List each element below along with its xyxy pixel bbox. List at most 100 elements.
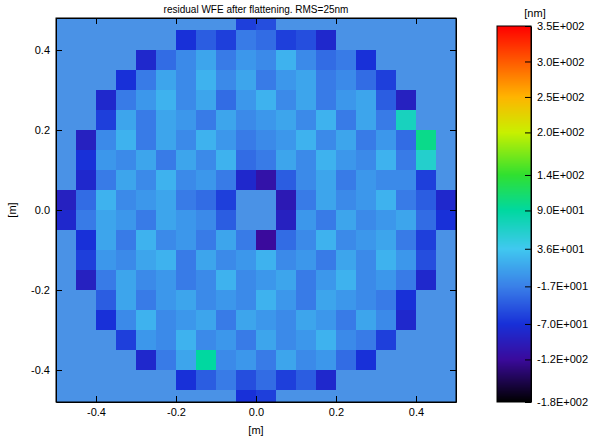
heatmap-cell	[96, 230, 116, 250]
colorbar-swatch	[497, 397, 531, 398]
heatmap-cell	[176, 250, 196, 270]
tick: 3.0E+002	[525, 55, 584, 67]
colorbar-swatch	[497, 227, 531, 228]
heatmap-cell	[216, 330, 236, 350]
colorbar-swatch	[497, 151, 531, 152]
colorbar-swatch	[497, 125, 531, 126]
colorbar-swatch	[497, 300, 531, 301]
heatmap-cell	[196, 30, 216, 50]
heatmap-cell	[296, 310, 316, 330]
colorbar-swatch	[497, 330, 531, 331]
heatmap-cell	[296, 210, 316, 230]
colorbar-swatch	[497, 287, 531, 288]
colorbar-swatch	[497, 159, 531, 160]
colorbar-swatch	[497, 71, 531, 72]
tick-label: 0.4	[409, 406, 424, 418]
colorbar-swatch	[497, 306, 531, 307]
colorbar-swatch	[497, 274, 531, 275]
colorbar-swatch	[497, 128, 531, 129]
colorbar-swatch	[497, 53, 531, 54]
heatmap-cell	[316, 370, 336, 390]
colorbar-swatch	[497, 297, 531, 298]
heatmap-cell	[316, 310, 336, 330]
colorbar-swatch	[497, 123, 531, 124]
colorbar-swatch	[497, 96, 531, 97]
heatmap-cell	[156, 330, 176, 350]
heatmap-cell	[116, 270, 136, 290]
colorbar-swatch	[497, 321, 531, 322]
heatmap-cell	[136, 70, 156, 90]
colorbar-axis: -1.8E+002-1.2E+002-7.0E+001-1.7E+0013.6E…	[525, 20, 588, 408]
heatmap-cell	[156, 170, 176, 190]
colorbar-swatch	[497, 39, 531, 40]
colorbar-swatch	[497, 132, 531, 133]
colorbar-swatch	[497, 272, 531, 273]
heatmap-cell	[256, 130, 276, 150]
heatmap-cell	[176, 230, 196, 250]
colorbar-swatch	[497, 244, 531, 245]
colorbar-swatch	[497, 243, 531, 244]
colorbar-swatch	[497, 384, 531, 385]
colorbar-swatch	[497, 138, 531, 139]
colorbar-swatch	[497, 40, 531, 41]
colorbar-swatch	[497, 361, 531, 362]
tick	[256, 18, 257, 24]
tick-mark	[56, 210, 62, 211]
colorbar-swatch	[497, 143, 531, 144]
heatmap-cell	[356, 150, 376, 170]
tick-label: -1.8E+002	[537, 396, 588, 408]
colorbar-swatch	[497, 160, 531, 161]
heatmap-cell	[136, 170, 156, 190]
heatmap-cell	[216, 230, 236, 250]
colorbar-swatch	[497, 233, 531, 234]
colorbar-swatch	[497, 400, 531, 401]
colorbar-swatch	[497, 208, 531, 209]
tick-label: 0.4	[35, 44, 50, 56]
colorbar-swatch	[497, 398, 531, 399]
heatmap-cell	[76, 150, 96, 170]
colorbar-swatch	[497, 296, 531, 297]
colorbar-swatch	[497, 307, 531, 308]
colorbar-swatch	[497, 279, 531, 280]
colorbar-swatch	[497, 375, 531, 376]
heatmap-cell	[296, 90, 316, 110]
heatmap-cell	[196, 330, 216, 350]
colorbar-swatch	[497, 337, 531, 338]
heatmap-cell	[116, 130, 136, 150]
tick-label: -0.2	[167, 406, 186, 418]
colorbar-swatch	[497, 301, 531, 302]
heatmap-cell	[396, 190, 416, 210]
colorbar-swatch	[497, 223, 531, 224]
heatmap-cell	[416, 150, 436, 170]
heatmap-cell	[256, 290, 276, 310]
heatmap-cell	[196, 190, 216, 210]
colorbar-swatch	[497, 383, 531, 384]
colorbar-swatch	[497, 357, 531, 358]
colorbar-swatch	[497, 329, 531, 330]
colorbar-swatch	[497, 155, 531, 156]
colorbar-swatch	[497, 294, 531, 295]
heatmap-cell	[76, 270, 96, 290]
colorbar-swatch	[497, 206, 531, 207]
heatmap-cell	[296, 70, 316, 90]
colorbar-swatch	[497, 58, 531, 59]
heatmap-cell	[176, 50, 196, 70]
colorbar-swatch	[497, 194, 531, 195]
heatmap-cell	[336, 250, 356, 270]
heatmap-cell	[196, 110, 216, 130]
colorbar-swatch	[497, 31, 531, 32]
colorbar-swatch	[497, 136, 531, 137]
colorbar-swatch	[497, 37, 531, 38]
title: residual WFE after flattening. RMS=25nm	[164, 4, 349, 15]
colorbar-swatch	[497, 100, 531, 101]
tick	[450, 130, 456, 131]
heatmap-cell	[216, 190, 236, 210]
colorbar-swatch	[497, 278, 531, 279]
colorbar-swatch	[497, 391, 531, 392]
heatmap-cell	[216, 90, 236, 110]
tick	[450, 370, 456, 371]
tick-mark	[525, 286, 531, 287]
colorbar-swatch	[497, 171, 531, 172]
x-axis: -0.4-0.20.00.20.4	[57, 396, 457, 418]
colorbar-swatch	[497, 81, 531, 82]
